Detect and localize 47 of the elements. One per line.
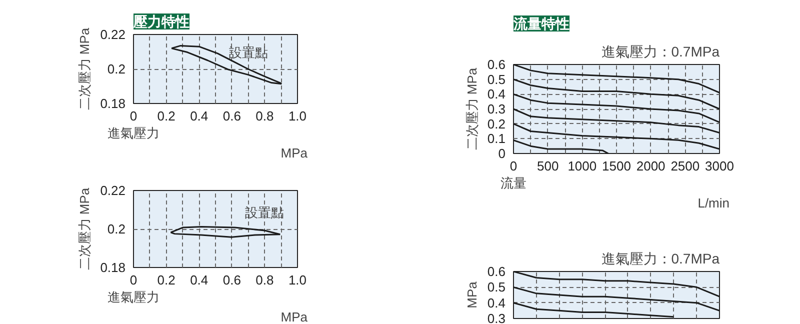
x-tick-label: 1.0 <box>288 108 307 124</box>
y-tick-label: 0.2 <box>107 62 126 76</box>
x-tick-label: 2500 <box>670 158 700 174</box>
x-tick-label: 500 <box>536 158 559 174</box>
x-tick-label: 2000 <box>636 158 666 174</box>
y-tick-label: 0.3 <box>487 311 506 324</box>
y-axis-title: MPa <box>464 280 480 308</box>
x-tick-label: 0.8 <box>256 272 274 288</box>
y-axis-title: 二次壓力 MPa <box>77 27 92 110</box>
x-tick-label: 0.6 <box>222 272 241 288</box>
y-tick-label: 0 <box>498 146 506 161</box>
x-tick-label: 0 <box>130 272 138 288</box>
text: 進氣壓力：0.7MPa <box>601 250 720 266</box>
chart-title: 壓力特性 <box>132 14 190 30</box>
y-axis-title: 二次壓力 MPa <box>464 67 480 150</box>
x-tick-label: 0.2 <box>157 272 176 288</box>
annotation: 設置點 <box>245 205 284 220</box>
y-tick-label: 0.5 <box>487 280 506 295</box>
text: 流量 L/min <box>500 176 730 210</box>
y-tick-label: 0.5 <box>487 72 506 87</box>
x-tick-label: 0 <box>130 108 138 124</box>
y-tick-label: 0.2 <box>107 222 126 236</box>
y-tick-label: 0.3 <box>487 102 506 116</box>
x-tick-label: 1500 <box>602 158 631 174</box>
y-tick-label: 0.4 <box>487 295 506 310</box>
x-tick-label: 0.4 <box>190 272 208 288</box>
x-tick-label: 1.0 <box>288 272 307 288</box>
y-tick-label: 0.18 <box>100 96 126 111</box>
y-tick-label: 0.22 <box>100 183 126 198</box>
x-tick-label: 3000 <box>705 158 734 174</box>
x-tick-label: 0.4 <box>190 108 208 124</box>
x-tick-label: 0 <box>510 158 518 174</box>
y-axis-title: 二次壓力 MPa <box>77 187 92 270</box>
y-tick-label: 0.18 <box>100 260 126 275</box>
y-tick-label: 0.4 <box>487 86 506 102</box>
chart-title: 流量特性 <box>512 16 570 32</box>
text: 進氣壓力：0.7MPa <box>601 44 720 60</box>
x-tick-label: 0.8 <box>256 108 274 124</box>
annotation: 設置點 <box>228 45 268 60</box>
y-tick-label: 0.22 <box>100 27 126 42</box>
x-tick-label: 1000 <box>568 158 597 174</box>
y-tick-label: 0.1 <box>487 131 506 146</box>
y-tick-label: 0.6 <box>487 57 506 72</box>
x-tick-label: 0.2 <box>157 108 176 124</box>
text: 進氣壓力 MPa <box>108 290 308 324</box>
x-tick-label: 0.6 <box>222 108 241 124</box>
text: 進氣壓力 MPa <box>108 126 308 160</box>
